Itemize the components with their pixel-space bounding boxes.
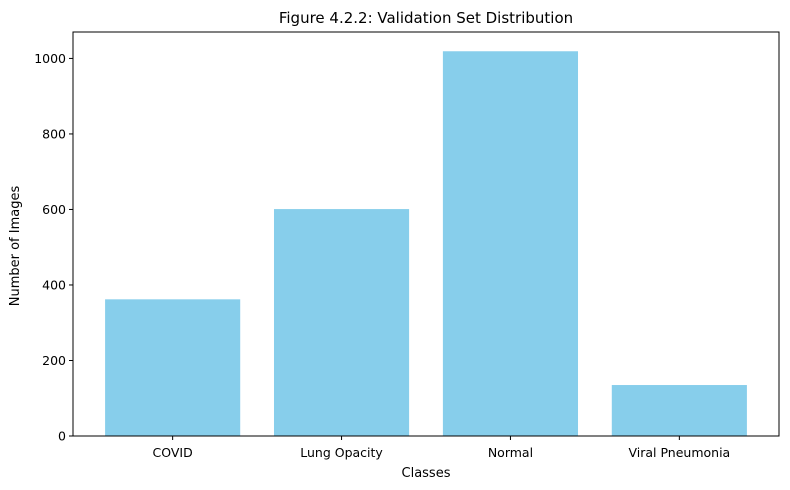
x-tick-label-lung-opacity: Lung Opacity [300,445,383,460]
y-tick-label: 600 [42,202,66,217]
x-tick-label-normal: Normal [488,445,533,460]
plot-frame [72,31,780,437]
x-axis: COVID Lung Opacity Normal Viral Pneumonia [153,436,730,460]
y-tick-label: 400 [42,277,66,292]
bar-covid [105,299,241,436]
bar-normal [442,51,579,436]
y-axis: 0 200 400 600 800 1000 [34,51,73,444]
x-axis-label: Classes [402,466,451,481]
y-tick-label: 200 [42,353,66,368]
x-tick-label-covid: COVID [153,445,193,460]
y-axis-label: Number of Images [8,186,23,307]
y-tick-label: 1000 [34,51,66,66]
bar-viral-pneumonia [611,385,747,436]
y-tick-label: 800 [42,126,66,141]
y-tick-label: 0 [58,429,66,444]
plot-area [105,51,747,436]
x-tick-label-viral-pneumonia: Viral Pneumonia [628,445,730,460]
bar-lung-opacity [273,209,410,436]
chart-title: Figure 4.2.2: Validation Set Distributio… [279,9,573,27]
